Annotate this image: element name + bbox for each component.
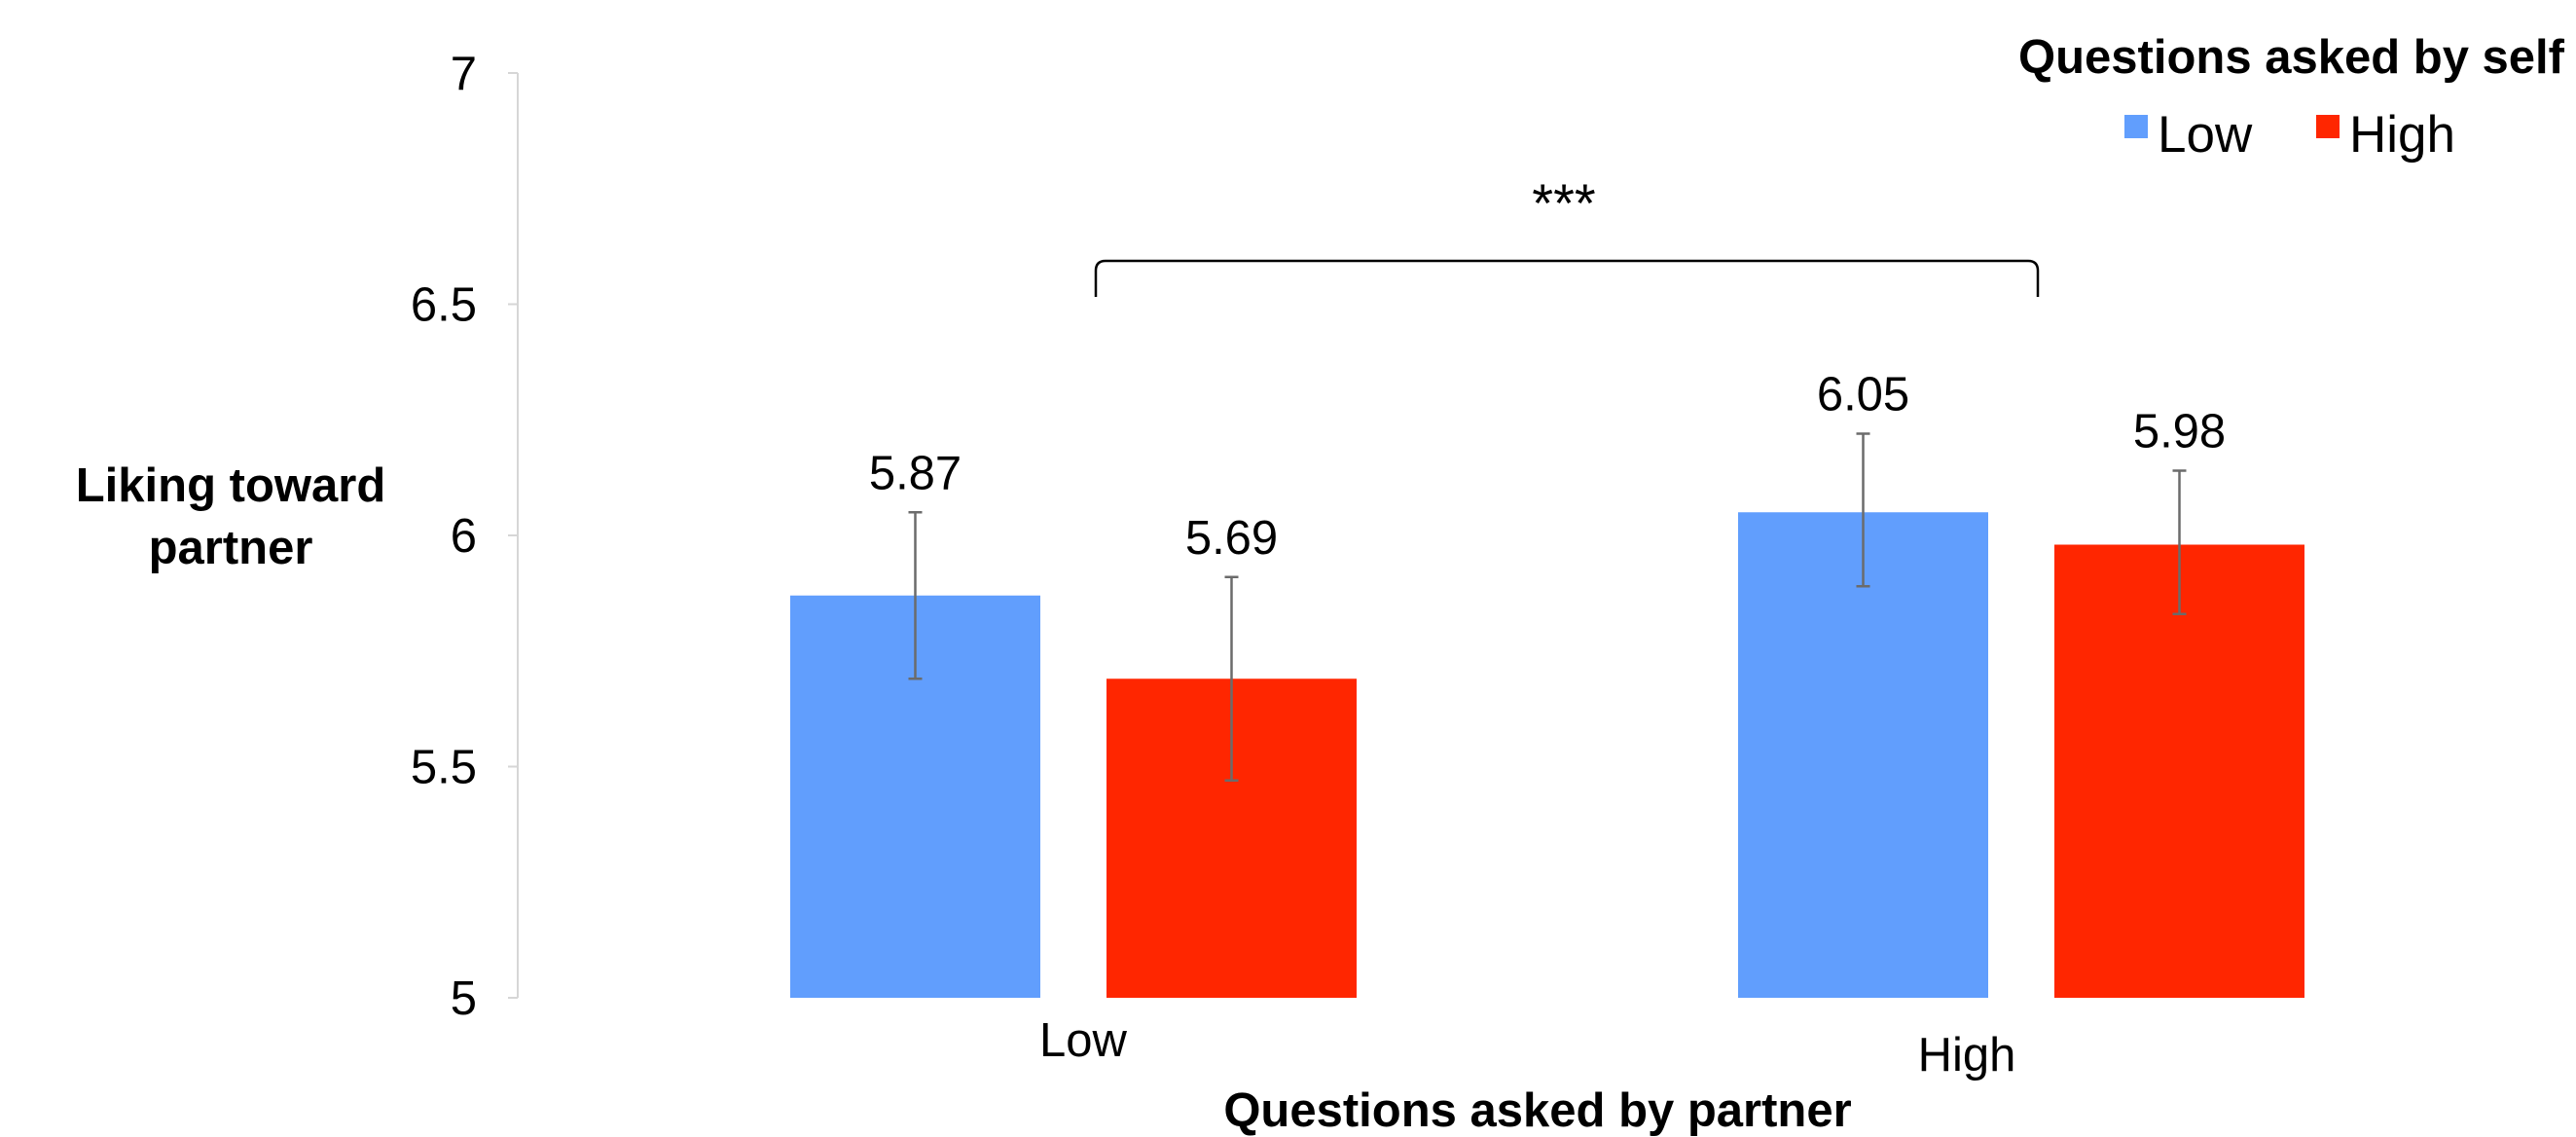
legend-label-high: High [2349, 106, 2455, 164]
significance-bracket [1094, 259, 2040, 297]
error-bars [908, 432, 2187, 782]
legend-title: Questions asked by self [2018, 31, 2565, 84]
y-tick-label: 5 [451, 972, 477, 1025]
legend-swatch-low [2124, 115, 2148, 138]
data-label: 5.98 [2133, 406, 2226, 458]
y-tick-label: 6.5 [411, 279, 477, 332]
legend-swatch-high [2316, 115, 2340, 138]
y-tick-label: 6 [451, 510, 477, 563]
bar-low-high [1738, 512, 1988, 998]
significance-stars: *** [1532, 172, 1595, 234]
data-label: 6.05 [1817, 369, 1909, 422]
x-tick-label-high: High [1918, 1029, 2016, 1082]
x-axis-title: Questions asked by partner [1223, 1084, 1851, 1137]
data-label: 5.87 [869, 447, 961, 499]
data-label: 5.69 [1185, 512, 1278, 565]
data-labels: 5.87 5.69 6.05 5.98 [869, 369, 2226, 565]
y-tick-label: 7 [451, 48, 477, 100]
y-axis-title-line-2: partner [149, 522, 313, 574]
y-ticks: 5 5.5 6 6.5 7 [411, 48, 518, 1025]
y-tick-label: 5.5 [411, 742, 477, 794]
legend-label-low: Low [2158, 106, 2253, 164]
x-tick-label-low: Low [1039, 1014, 1128, 1067]
bar-high-high [2054, 544, 2304, 998]
bar-group [790, 512, 2304, 998]
y-axis-title-line-1: Liking toward [76, 459, 386, 512]
